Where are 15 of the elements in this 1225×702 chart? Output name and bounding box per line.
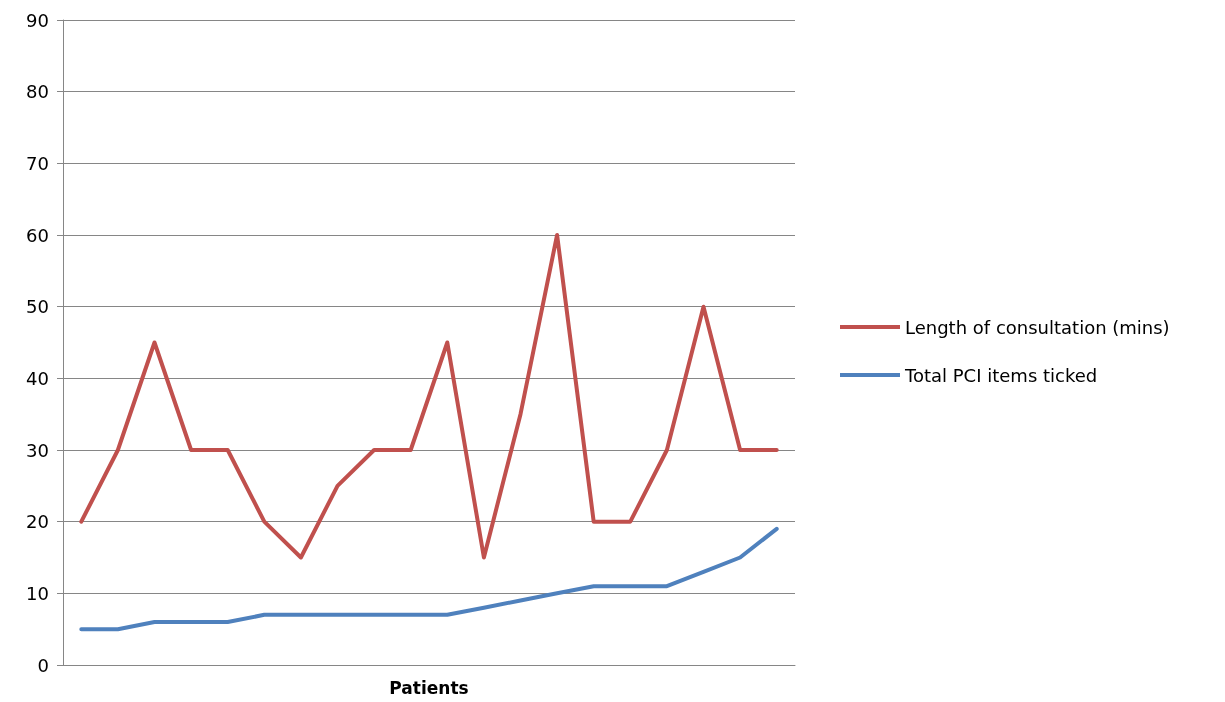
line-series [79,233,779,560]
y-tick-label: 80 [26,81,49,103]
y-tick-label: 50 [26,296,49,318]
line-series [79,526,779,632]
x-axis-title: Patients [389,677,469,698]
y-tick-label: 30 [26,439,49,461]
legend-label: Length of consultation (mins) [905,316,1170,338]
y-tick-label: 90 [26,9,49,31]
y-tick-label: 40 [26,367,49,389]
y-tick-label: 60 [26,224,49,246]
y-tick-label: 10 [26,582,49,604]
y-tick-label: 70 [26,152,49,174]
y-tick-label: 0 [37,654,49,676]
y-tick-label: 20 [26,511,49,533]
legend-label: Total PCI items ticked [904,364,1098,386]
